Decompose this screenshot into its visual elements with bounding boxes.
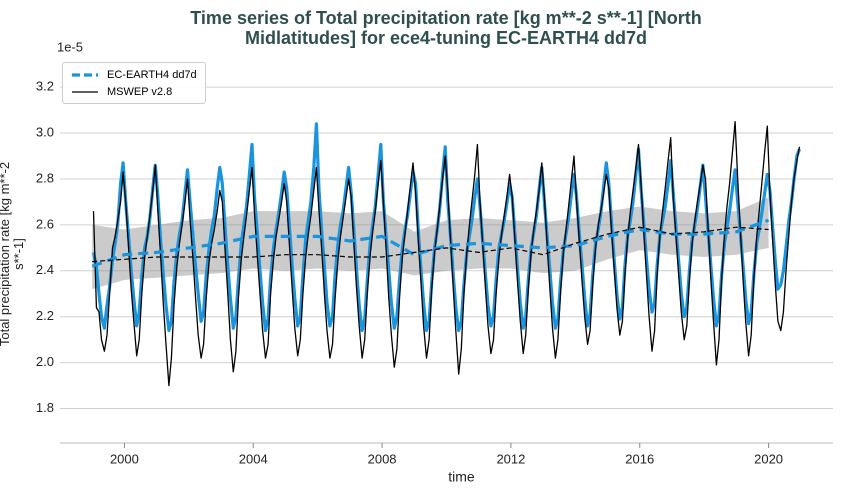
- chart-title: Time series of Total precipitation rate …: [190, 8, 702, 48]
- y-tick-label: 2.4: [36, 262, 54, 277]
- x-tick-label: 2004: [239, 451, 268, 466]
- legend-entry: EC-EARTH4 dd7d: [71, 66, 197, 83]
- y-tick-label: 1.8: [36, 400, 54, 415]
- x-tick-label: 2020: [754, 451, 783, 466]
- x-axis-label: time: [448, 469, 475, 485]
- y-tick-label: 3.2: [36, 79, 54, 94]
- y-tick-label: 2.8: [36, 170, 54, 185]
- legend-label: EC-EARTH4 dd7d: [107, 68, 197, 81]
- legend-swatch: [72, 90, 98, 93]
- y-tick-label: 2.6: [36, 216, 54, 231]
- legend: EC-EARTH4 dd7d MSWEP v2.8: [62, 62, 206, 104]
- legend-swatch: [72, 72, 98, 77]
- legend-entry: MSWEP v2.8: [71, 83, 197, 100]
- x-tick-label: 2016: [625, 451, 654, 466]
- legend-label: MSWEP v2.8: [107, 85, 173, 98]
- y-tick-label: 2.0: [36, 354, 54, 369]
- mean-line: [92, 226, 769, 263]
- x-tick-label: 2008: [368, 451, 397, 466]
- mean-line: [91, 218, 770, 268]
- series-line: [92, 120, 801, 387]
- x-tick-label: 2012: [496, 451, 525, 466]
- x-tick-label: 2000: [110, 451, 139, 466]
- y-tick-label: 3.0: [36, 124, 54, 139]
- y-tick-label: 2.2: [36, 308, 54, 323]
- y-offset-label: 1e-5: [57, 39, 83, 54]
- y-axis-label: Total precipitation rate [kg m**-2 s**-1…: [0, 161, 26, 347]
